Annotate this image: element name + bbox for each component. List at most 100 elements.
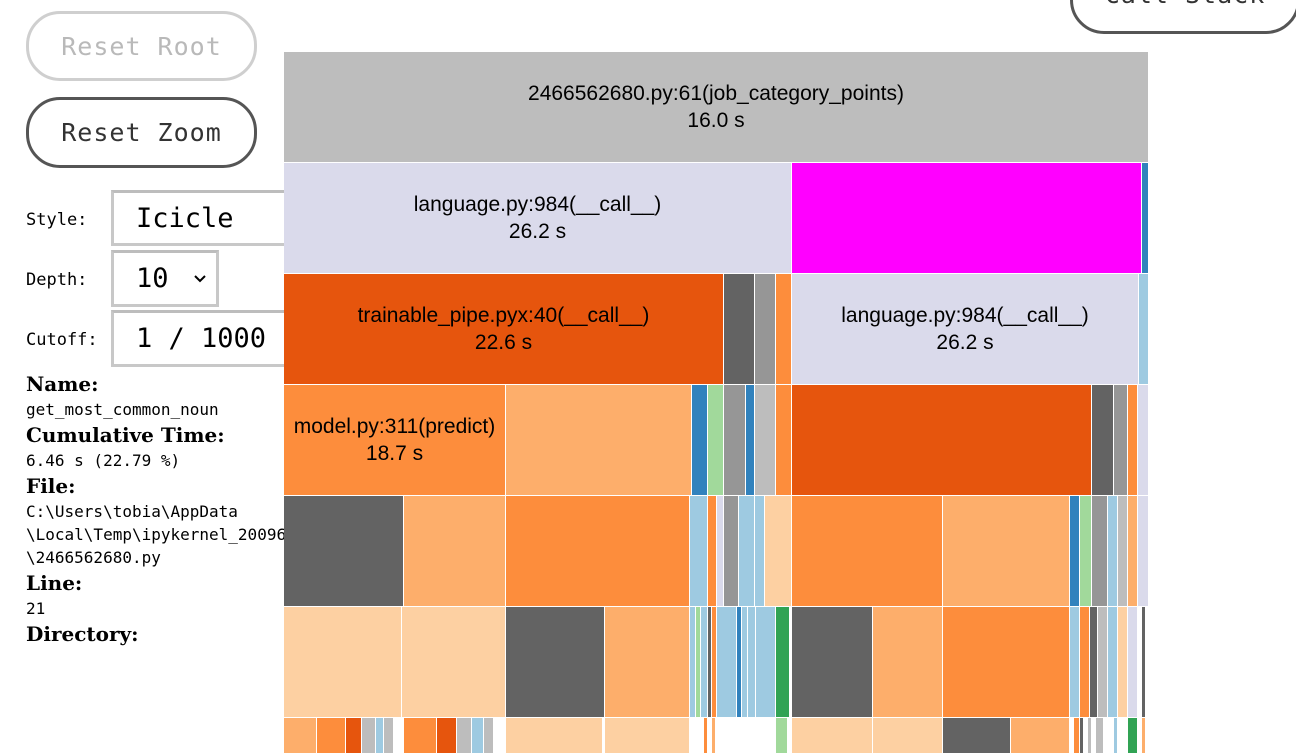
- icicle-cell[interactable]: [712, 718, 716, 754]
- icicle-cell[interactable]: [1090, 607, 1098, 718]
- icicle-cell[interactable]: [1080, 607, 1090, 718]
- icicle-cell[interactable]: [1128, 718, 1138, 754]
- icicle-cell[interactable]: [704, 718, 708, 754]
- icicle-cell-language-2[interactable]: language.py:984(__call__) 26.2 s: [792, 274, 1139, 385]
- icicle-cell[interactable]: [605, 607, 690, 718]
- icicle-cell[interactable]: [472, 718, 484, 754]
- reset-zoom-button[interactable]: Reset Zoom: [26, 97, 257, 168]
- icicle-cell[interactable]: [506, 607, 605, 718]
- icicle-cell[interactable]: [605, 718, 690, 754]
- icicle-cell[interactable]: [1128, 607, 1138, 718]
- icicle-cell-model-predict[interactable]: model.py:311(predict) 18.7 s: [284, 385, 506, 496]
- icicle-cell[interactable]: [484, 718, 494, 754]
- icicle-cell[interactable]: [346, 718, 362, 754]
- icicle-cell[interactable]: [1070, 496, 1080, 607]
- icicle-cell[interactable]: [724, 496, 739, 607]
- icicle-cell[interactable]: [1138, 496, 1149, 607]
- call-stack-button[interactable]: Call Stack: [1070, 0, 1296, 34]
- icicle-cell[interactable]: [708, 496, 717, 607]
- icicle-cell[interactable]: [776, 718, 788, 754]
- icicle-cell[interactable]: [792, 718, 873, 754]
- icicle-cell[interactable]: [708, 607, 712, 718]
- icicle-cell[interactable]: [506, 718, 603, 754]
- icicle-cell[interactable]: [742, 607, 748, 718]
- icicle-cell[interactable]: [708, 385, 724, 496]
- icicle-cell[interactable]: [457, 718, 472, 754]
- icicle-cell[interactable]: [1092, 496, 1108, 607]
- icicle-cell[interactable]: [1108, 496, 1118, 607]
- icicle-cell[interactable]: [384, 718, 394, 754]
- icicle-cell[interactable]: [873, 718, 943, 754]
- icicle-cell[interactable]: [792, 385, 1092, 496]
- icicle-cell[interactable]: [1142, 607, 1146, 718]
- icicle-cell[interactable]: [1080, 718, 1084, 754]
- icicle-cell[interactable]: [284, 607, 402, 718]
- icicle-cell-language-1[interactable]: language.py:984(__call__) 26.2 s: [284, 163, 792, 274]
- icicle-cell[interactable]: [737, 607, 742, 718]
- icicle-cell[interactable]: [1114, 385, 1128, 496]
- icicle-cell[interactable]: [1139, 274, 1149, 385]
- icicle-cell[interactable]: [1070, 607, 1080, 718]
- cutoff-select[interactable]: 1 / 1000: [111, 310, 318, 367]
- icicle-cell[interactable]: [402, 607, 506, 718]
- reset-root-button[interactable]: Reset Root: [26, 11, 257, 81]
- icicle-cell[interactable]: [506, 496, 690, 607]
- icicle-cell[interactable]: [1096, 718, 1104, 754]
- icicle-cell[interactable]: [1128, 385, 1138, 496]
- icicle-cell[interactable]: [284, 718, 317, 754]
- icicle-cell[interactable]: [690, 607, 696, 718]
- icicle-cell[interactable]: [1080, 496, 1092, 607]
- icicle-cell[interactable]: [1118, 607, 1128, 718]
- icicle-cell[interactable]: [690, 496, 708, 607]
- depth-select[interactable]: 10: [111, 250, 219, 307]
- icicle-cell[interactable]: [765, 496, 792, 607]
- icicle-cell[interactable]: [792, 607, 873, 718]
- icicle-cell[interactable]: [712, 607, 717, 718]
- icicle-cell[interactable]: [724, 274, 755, 385]
- icicle-cell[interactable]: [317, 718, 346, 754]
- icicle-cell[interactable]: [746, 385, 755, 496]
- icicle-cell[interactable]: [404, 718, 437, 754]
- icicle-cell[interactable]: [776, 274, 792, 385]
- icicle-cell[interactable]: [755, 274, 776, 385]
- icicle-cell[interactable]: [506, 385, 692, 496]
- icicle-cell[interactable]: [692, 385, 708, 496]
- icicle-cell[interactable]: [943, 496, 1070, 607]
- icicle-cell-highlighted[interactable]: [792, 163, 1142, 274]
- icicle-cell[interactable]: [1128, 496, 1138, 607]
- icicle-cell[interactable]: [1142, 718, 1146, 754]
- icicle-cell[interactable]: [755, 496, 765, 607]
- icicle-cell[interactable]: [1092, 385, 1114, 496]
- icicle-cell[interactable]: [776, 385, 792, 496]
- icicle-cell[interactable]: [792, 496, 943, 607]
- icicle-cell[interactable]: [717, 607, 737, 718]
- icicle-cell[interactable]: [362, 718, 376, 754]
- icicle-cell[interactable]: [943, 718, 1011, 754]
- icicle-cell-trainable-pipe[interactable]: trainable_pipe.pyx:40(__call__) 22.6 s: [284, 274, 724, 385]
- icicle-cell[interactable]: [1011, 718, 1070, 754]
- icicle-cell[interactable]: [724, 385, 746, 496]
- icicle-cell[interactable]: [1088, 718, 1092, 754]
- icicle-cell[interactable]: [776, 607, 790, 718]
- icicle-cell[interactable]: [404, 496, 506, 607]
- icicle-cell[interactable]: [1138, 385, 1149, 496]
- icicle-cell[interactable]: [284, 496, 404, 607]
- icicle-cell[interactable]: [756, 607, 776, 718]
- icicle-cell[interactable]: [943, 607, 1070, 718]
- icicle-cell[interactable]: [1098, 607, 1108, 718]
- icicle-cell[interactable]: [437, 718, 457, 754]
- icicle-cell[interactable]: [1108, 607, 1118, 718]
- style-select[interactable]: Icicle: [111, 190, 318, 246]
- icicle-cell-root[interactable]: 2466562680.py:61(job_category_points) 16.…: [284, 52, 1149, 163]
- icicle-cell[interactable]: [376, 718, 384, 754]
- icicle-cell[interactable]: [701, 607, 708, 718]
- icicle-cell[interactable]: [717, 496, 724, 607]
- icicle-cell[interactable]: [1142, 163, 1149, 274]
- icicle-cell[interactable]: [739, 496, 755, 607]
- icicle-cell[interactable]: [873, 607, 943, 718]
- icicle-cell[interactable]: [755, 385, 776, 496]
- icicle-cell[interactable]: [696, 607, 701, 718]
- icicle-cell[interactable]: [748, 607, 756, 718]
- icicle-cell[interactable]: [1114, 718, 1118, 754]
- icicle-cell[interactable]: [1118, 496, 1128, 607]
